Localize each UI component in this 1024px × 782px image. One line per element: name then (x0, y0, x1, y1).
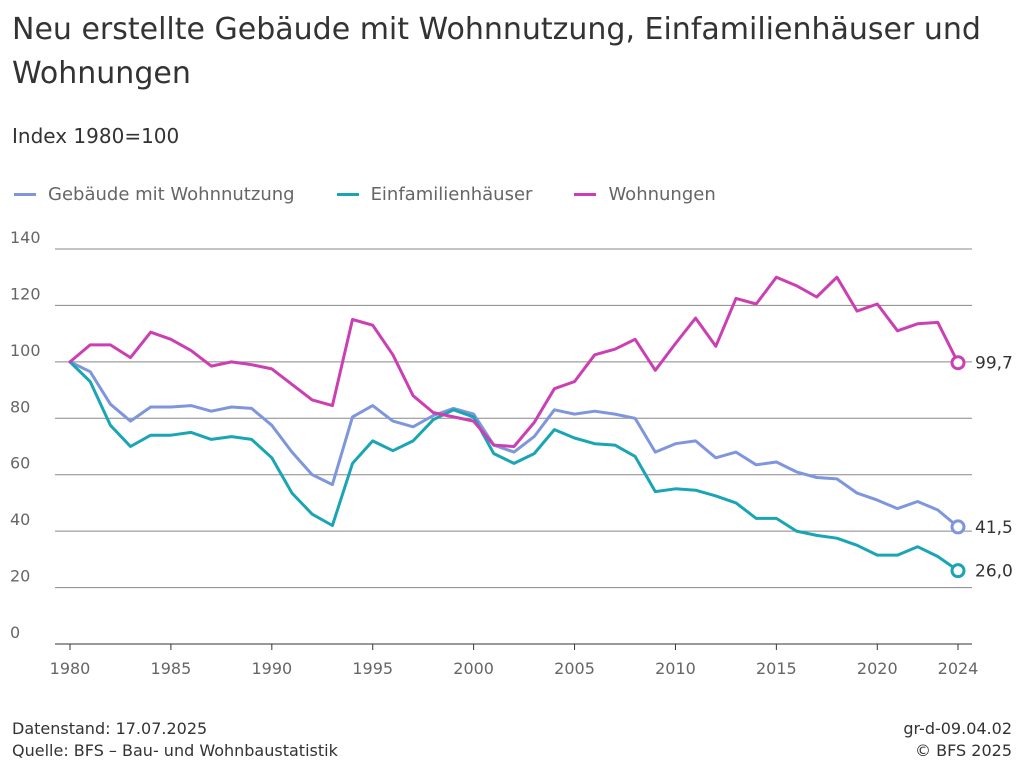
legend-item-wohnungen: Wohnungen (574, 183, 716, 205)
x-tick-label-2024: 2024 (938, 659, 979, 678)
x-tick-label-2005: 2005 (554, 659, 595, 678)
legend: Gebäude mit Wohnnutzung Einfamilienhäuse… (14, 181, 758, 207)
legend-item-gebaeude: Gebäude mit Wohnnutzung (14, 184, 295, 205)
x-tick-label-1980: 1980 (50, 659, 91, 678)
footer-right: gr-d-09.04.02 © BFS 2025 (903, 718, 1012, 762)
chart-subtitle: Index 1980=100 (12, 124, 180, 148)
legend-label-wohnungen: Wohnungen (608, 183, 716, 205)
legend-swatch-wohnungen (574, 192, 597, 196)
series-line-gebaeude-mit-wohnnutzung (68, 360, 960, 529)
y-tick-label-80: 80 (10, 397, 30, 416)
x-tick-label-2015: 2015 (756, 659, 797, 678)
y-tick-label-0: 0 (10, 623, 20, 642)
copyright-text: © BFS 2025 (915, 741, 1012, 760)
x-tick-label-2020: 2020 (857, 659, 898, 678)
y-tick-label-120: 120 (10, 284, 41, 303)
datenstand-text: Datenstand: 17.07.2025 (12, 719, 208, 738)
end-label-wohnungen: 99,7 (975, 354, 1013, 374)
footer-left: Datenstand: 17.07.2025 Quelle: BFS – Bau… (12, 718, 338, 762)
x-tick-label-2000: 2000 (453, 659, 494, 678)
series-line-einfamilienhaeuser (68, 360, 960, 573)
legend-swatch-einfamilienhaeuser (336, 192, 359, 196)
y-tick-label-100: 100 (10, 341, 41, 360)
legend-label-gebaeude: Gebäude mit Wohnnutzung (48, 183, 295, 205)
x-tick-label-1985: 1985 (151, 659, 192, 678)
y-tick-label-60: 60 (10, 454, 30, 473)
end-label-gebaeude-mit-wohnnutzung: 41,5 (975, 518, 1013, 538)
end-label-einfamilienhaeuser: 26,0 (975, 562, 1013, 582)
chart-title: Neu erstellte Gebäude mit Wohnnutzung, E… (12, 12, 981, 91)
series-line-wohnungen (68, 275, 960, 448)
legend-swatch-gebaeude (14, 192, 36, 196)
y-tick-label-20: 20 (10, 567, 30, 586)
y-tick-label-140: 140 (10, 228, 41, 247)
end-marker-einfamilienhaeuser (950, 563, 966, 579)
legend-item-einfamilienhaeuser: Einfamilienhäuser (336, 183, 533, 205)
y-tick-label-40: 40 (10, 510, 30, 529)
end-marker-gebaeude-mit-wohnnutzung (950, 519, 966, 535)
graphic-code: gr-d-09.04.02 (903, 719, 1012, 738)
x-tick-label-2010: 2010 (655, 659, 696, 678)
x-tick-label-1995: 1995 (352, 659, 393, 678)
x-tick-label-1990: 1990 (251, 659, 292, 678)
legend-label-einfamilienhaeuser: Einfamilienhäuser (370, 183, 533, 205)
quelle-text: Quelle: BFS – Bau- und Wohnbaustatistik (12, 741, 338, 760)
end-marker-wohnungen (950, 355, 966, 371)
